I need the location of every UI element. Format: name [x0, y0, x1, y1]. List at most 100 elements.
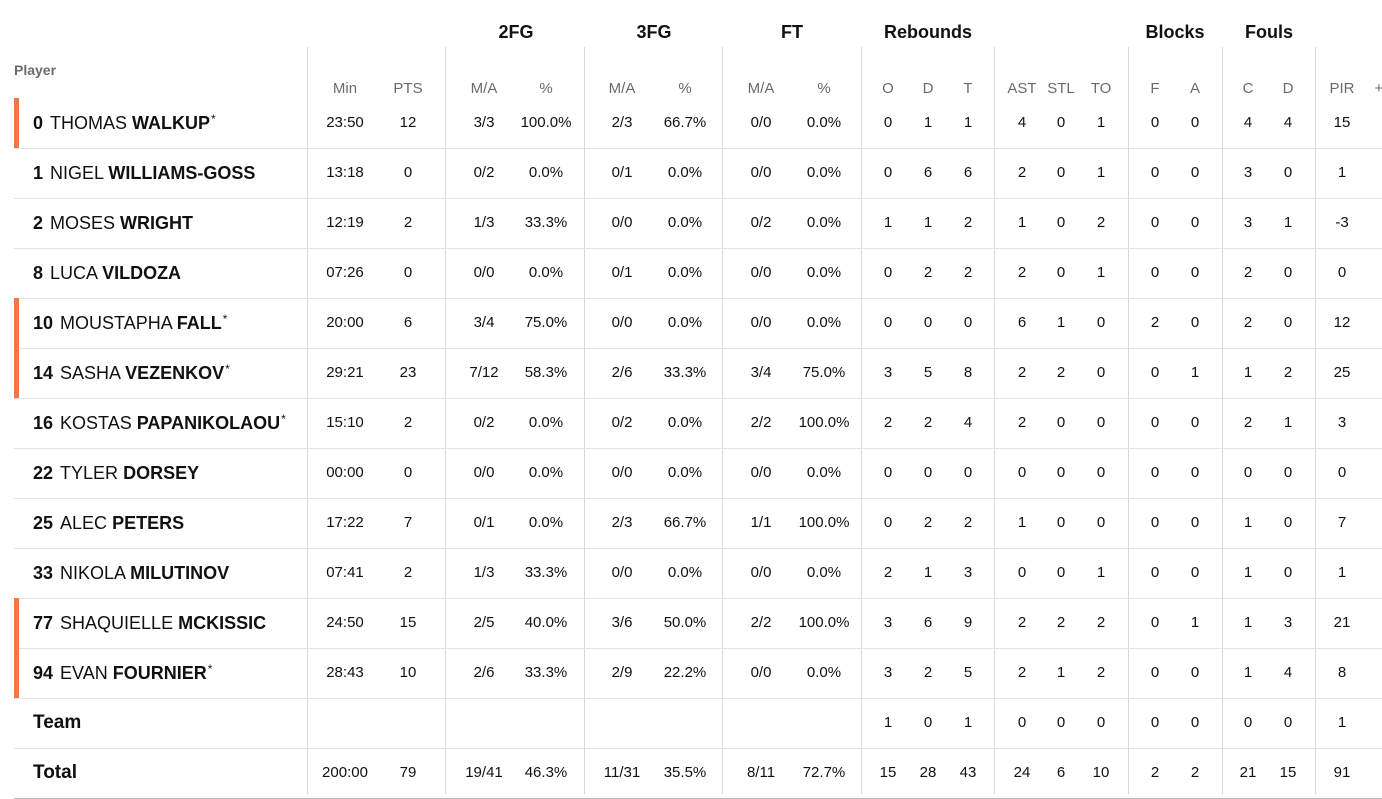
header-stl[interactable]: STL: [1047, 80, 1075, 97]
table-row[interactable]: 33 NIKOLA MILUTINOV 07:41 2 1/3 33.3% 0/0 0.0% 0…: [14, 548, 1382, 599]
cell-a: 2: [1190, 764, 1200, 781]
cell-fg2-pct: 0.0%: [528, 414, 564, 431]
table-row[interactable]: 2 MOSES WRIGHT 12:19 2 1/3 33.3% 0/0 0.0% 0/2 0.0…: [14, 198, 1382, 249]
cell-a: 0: [1190, 164, 1200, 181]
player-last-name: PETERS: [112, 513, 185, 533]
header-fg2-pct[interactable]: %: [539, 80, 553, 97]
cell-a: 0: [1190, 114, 1200, 131]
player-name-link[interactable]: 10 MOUSTAPHA FALL*: [33, 298, 227, 348]
table-row[interactable]: 10 MOUSTAPHA FALL* 20:00 6 3/4 75.0% 0/0 0.0% 0/…: [14, 298, 1382, 349]
group-ft: FT: [781, 22, 803, 42]
player-name-link[interactable]: 94 EVAN FOURNIER*: [33, 648, 212, 698]
header-ast[interactable]: AST: [1007, 80, 1037, 97]
cell-pts: 10: [399, 664, 417, 681]
cell-d2: 0: [1283, 264, 1293, 281]
player-name-link[interactable]: 8 LUCA VILDOZA: [33, 248, 182, 298]
cell-ft-ma: [726, 698, 796, 748]
cell-f: 0: [1150, 564, 1160, 581]
cell-stl: 2: [1056, 364, 1066, 381]
cell-fg3-ma: 0/0: [611, 314, 633, 331]
cell-fg2-ma: 3/3: [473, 114, 495, 131]
header-ft-pct[interactable]: %: [817, 80, 831, 97]
cell-fg2-pct: 40.0%: [524, 614, 568, 631]
player-number: 10: [33, 313, 54, 333]
header-ft-ma[interactable]: M/A: [747, 80, 775, 97]
cell-f: 0: [1150, 414, 1160, 431]
table-row[interactable]: 77 SHAQUIELLE MCKISSIC 24:50 15 2/5 40.0% 3/6 5…: [14, 598, 1382, 649]
total-row: Total 200:00 79 19/41 46.3% 11/31 35.5% 8/11 72.…: [14, 748, 1382, 799]
header-fg3-pct[interactable]: %: [678, 80, 692, 97]
player-name-link[interactable]: 77 SHAQUIELLE MCKISSIC: [33, 598, 267, 648]
table-row[interactable]: 0 THOMAS WALKUP* 23:50 12 3/3 100.0% 2/3 66.7% 0…: [14, 98, 1382, 149]
player-number: 14: [33, 363, 54, 383]
cell-c: 1: [1243, 664, 1253, 681]
cell-c: 1: [1243, 514, 1253, 531]
table-row[interactable]: 8 LUCA VILDOZA 07:26 0 0/0 0.0% 0/1 0.0% 0/0 0.0%…: [14, 248, 1382, 299]
header-player[interactable]: Player: [14, 62, 57, 78]
header-min[interactable]: Min: [332, 80, 358, 97]
cell-c: 3: [1243, 214, 1253, 231]
header-t[interactable]: T: [963, 80, 973, 97]
cell-fg3-pct: 66.7%: [663, 514, 707, 531]
player-last-name: VILDOZA: [102, 263, 182, 283]
player-name-link[interactable]: 14 SASHA VEZENKOV*: [33, 348, 230, 398]
cell-a: 1: [1190, 364, 1200, 381]
cell-ft-pct: 0.0%: [806, 564, 842, 581]
table-row[interactable]: 94 EVAN FOURNIER* 28:43 10 2/6 33.3% 2/9 22.2% 0…: [14, 648, 1382, 699]
header-pir[interactable]: PIR: [1329, 80, 1355, 97]
header-pts[interactable]: PTS: [393, 80, 423, 97]
header-o[interactable]: O: [882, 80, 894, 97]
player-name-link[interactable]: 2 MOSES WRIGHT: [33, 198, 194, 248]
cell-o: 0: [883, 264, 893, 281]
cell-fg2-ma: 0/2: [473, 164, 495, 181]
cell-t: 8: [963, 364, 973, 381]
header-fg2-ma[interactable]: M/A: [470, 80, 498, 97]
cell-t: 4: [963, 414, 973, 431]
cell-f: 0: [1150, 364, 1160, 381]
cell-to: 10: [1092, 764, 1110, 781]
cell-ft-pct: 100.0%: [798, 414, 850, 431]
player-name-link[interactable]: 0 THOMAS WALKUP*: [33, 98, 216, 148]
starter-indicator: [14, 348, 19, 398]
cell-c: 1: [1243, 364, 1253, 381]
cell-c: 1: [1243, 614, 1253, 631]
header-fg3-ma[interactable]: M/A: [608, 80, 636, 97]
player-name-link[interactable]: 16 KOSTAS PAPANIKOLAOU*: [33, 398, 286, 448]
header-f[interactable]: F: [1150, 80, 1160, 97]
cell-fg2-ma: 0/0: [473, 464, 495, 481]
cell-o: 0: [883, 114, 893, 131]
player-name-link[interactable]: 1 NIGEL WILLIAMS-GOSS: [33, 148, 256, 198]
header-to[interactable]: TO: [1090, 80, 1112, 97]
header-c[interactable]: C: [1242, 80, 1254, 97]
cell-fg3-ma: 0/1: [611, 264, 633, 281]
cell-o: 2: [883, 564, 893, 581]
table-row[interactable]: 22 TYLER DORSEY 00:00 0 0/0 0.0% 0/0 0.0% 0/0 0.0…: [14, 448, 1382, 499]
player-first-name: MOSES: [50, 213, 116, 233]
cell-fg3-pct: 0.0%: [667, 264, 703, 281]
column-divider: [722, 47, 723, 794]
header-d2[interactable]: D: [1282, 80, 1294, 97]
cell-t: 0: [963, 314, 973, 331]
cell-pts: 7: [403, 514, 413, 531]
cell-f: 0: [1150, 514, 1160, 531]
column-divider: [1315, 47, 1316, 794]
cell-min: 07:41: [326, 564, 364, 581]
table-row[interactable]: 16 KOSTAS PAPANIKOLAOU* 15:10 2 0/2 0.0% 0/2 0.…: [14, 398, 1382, 449]
table-row[interactable]: 14 SASHA VEZENKOV* 29:21 23 7/12 58.3% 2/6 33.3…: [14, 348, 1382, 399]
cell-t: 1: [963, 714, 973, 731]
column-divider: [307, 47, 308, 794]
header-d[interactable]: D: [922, 80, 934, 97]
player-name-link[interactable]: 33 NIKOLA MILUTINOV: [33, 548, 230, 598]
player-name-link[interactable]: 22 TYLER DORSEY: [33, 448, 200, 498]
table-row[interactable]: 25 ALEC PETERS 17:22 7 0/1 0.0% 2/3 66.7% 1/1 100…: [14, 498, 1382, 549]
header-a[interactable]: A: [1189, 80, 1200, 97]
cell-d2: 0: [1283, 464, 1293, 481]
player-number: 8: [33, 263, 44, 283]
player-name-link[interactable]: 25 ALEC PETERS: [33, 498, 185, 548]
table-row[interactable]: 1 NIGEL WILLIAMS-GOSS 13:18 0 0/2 0.0% 0/1 0.0%…: [14, 148, 1382, 199]
cell-pir: 21: [1333, 614, 1351, 631]
cell-ft-ma: 2/2: [750, 414, 772, 431]
cell-fg2-ma: 0/2: [473, 414, 495, 431]
header-plus-minus[interactable]: +/: [1374, 80, 1382, 97]
cell-ast: 2: [1017, 364, 1027, 381]
